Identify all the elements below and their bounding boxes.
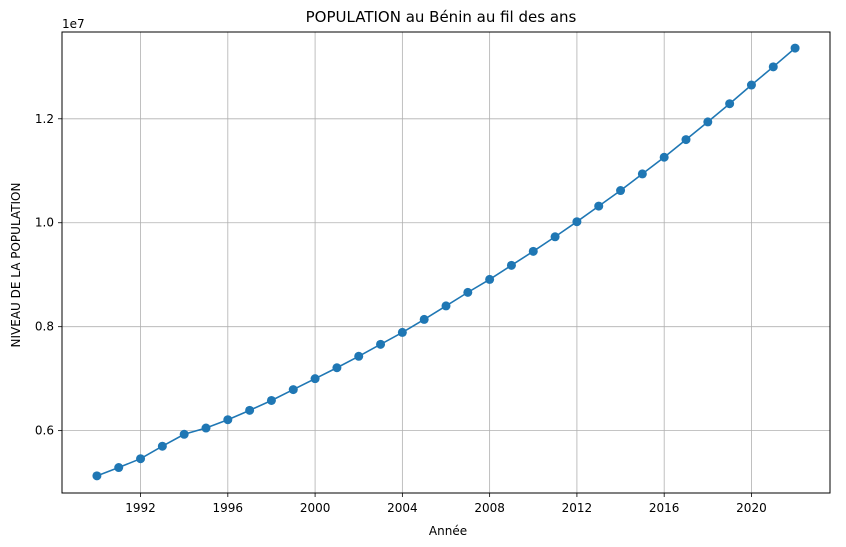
x-tick-label: 2020	[736, 501, 767, 515]
y-tick-label: 0.8	[35, 320, 54, 334]
data-point	[179, 429, 189, 439]
x-axis-ticks: 1992 1996 2000 2004 2008 2012 2016 2020	[125, 493, 767, 515]
data-point	[485, 274, 495, 284]
data-point	[659, 152, 669, 162]
data-point	[419, 314, 429, 324]
data-point	[201, 423, 211, 433]
data-point	[572, 217, 582, 227]
data-point	[114, 463, 124, 473]
data-point	[528, 246, 538, 256]
data-point	[790, 43, 800, 53]
data-point	[376, 339, 386, 349]
y-tick-label: 1.2	[35, 112, 54, 126]
grid-lines	[62, 32, 830, 493]
data-point	[550, 232, 560, 242]
data-point	[441, 301, 451, 311]
data-point	[223, 415, 233, 425]
data-point	[506, 260, 516, 270]
data-point	[637, 169, 647, 179]
data-point	[288, 385, 298, 395]
data-point	[768, 62, 778, 72]
data-point	[746, 80, 756, 90]
data-point	[397, 327, 407, 337]
data-point	[332, 363, 342, 373]
data-point	[92, 471, 102, 481]
data-point	[266, 395, 276, 405]
x-tick-label: 1992	[125, 501, 156, 515]
data-point	[245, 405, 255, 415]
chart-title: POPULATION au Bénin au fil des ans	[306, 8, 577, 26]
y-axis-ticks: 0.6 0.8 1.0 1.2	[35, 112, 62, 438]
x-tick-label: 2016	[649, 501, 680, 515]
x-tick-label: 2012	[562, 501, 593, 515]
x-tick-label: 1996	[213, 501, 244, 515]
data-series	[92, 43, 800, 481]
x-axis-label: Année	[429, 524, 467, 538]
data-point	[616, 186, 626, 196]
x-tick-label: 2004	[387, 501, 418, 515]
data-point	[725, 99, 735, 109]
data-point	[594, 201, 604, 211]
data-point	[681, 135, 691, 145]
plot-frame	[61, 31, 831, 494]
series-line	[96, 47, 796, 477]
data-point	[157, 441, 167, 451]
y-tick-label: 0.6	[35, 424, 54, 438]
x-tick-label: 2000	[300, 501, 331, 515]
y-axis-label: NIVEAU DE LA POPULATION	[9, 183, 23, 348]
data-point	[354, 351, 364, 361]
x-tick-label: 2008	[474, 501, 505, 515]
data-point	[310, 374, 320, 384]
data-point	[463, 287, 473, 297]
data-point	[136, 454, 146, 464]
data-point	[703, 117, 713, 127]
y-axis-offset-label: 1e7	[62, 17, 85, 31]
y-tick-label: 1.0	[35, 216, 54, 230]
